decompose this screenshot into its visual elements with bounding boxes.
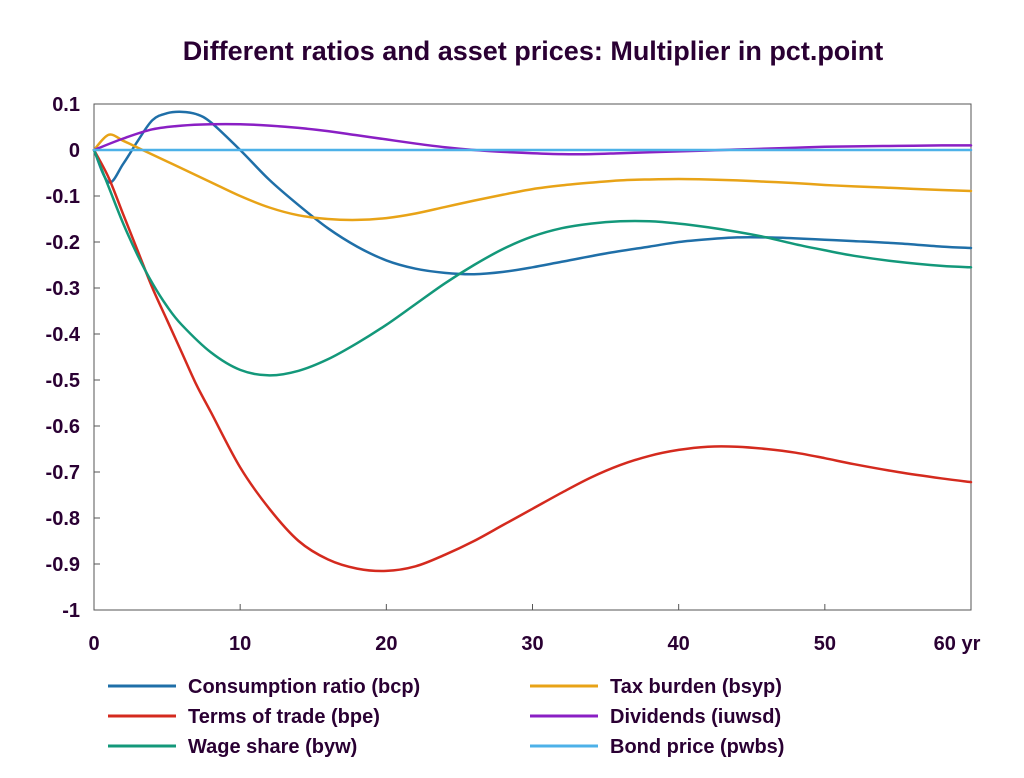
x-tick-label: 10 (229, 633, 251, 655)
x-tick-label: 50 (814, 633, 836, 655)
plot-area: 0.1 0 -0.1 -0.2 -0.3 -0.4 -0.5 -0.6 -0.7 -0.8 -0.9… (46, 94, 981, 655)
series-line-tax-burden-bsyp (92, 133, 973, 222)
y-tick-label: -0.7 (46, 462, 80, 484)
y-tick-label: 0 (69, 140, 80, 162)
x-tick-label: 20 (375, 633, 397, 655)
x-tick-label: 60 yr (934, 633, 981, 655)
legend-entry-label: Tax burden (bsyp) (610, 676, 782, 698)
y-tick-label: 0.1 (52, 94, 80, 116)
y-tick-label: -0.1 (46, 186, 80, 208)
legend-entry-label: Bond price (pwbs) (610, 736, 784, 758)
y-tick-label: -1 (62, 600, 80, 622)
chart-title: Different ratios and asset prices: Multi… (183, 36, 884, 66)
legend-entry-label: Dividends (iuwsd) (610, 706, 781, 728)
y-tick-label: -0.4 (46, 324, 81, 346)
x-tick-label: 0 (88, 633, 99, 655)
y-tick-label: -0.5 (46, 370, 80, 392)
y-tick-label: -0.8 (46, 508, 80, 530)
series-line-consumption-ratio-bcp (92, 110, 973, 276)
x-tick-label: 40 (668, 633, 690, 655)
series-line-dividends-iuwsd (92, 122, 973, 156)
y-tick-label: -0.9 (46, 554, 80, 576)
legend: Consumption ratio (bcp) Terms of trade (b… (108, 676, 784, 758)
x-tick-label: 30 (521, 633, 543, 655)
series-line-terms-of-trade-bpe (92, 148, 973, 573)
legend-entry-label: Wage share (byw) (188, 736, 357, 758)
y-tick-label: -0.2 (46, 232, 80, 254)
legend-entry-label: Consumption ratio (bcp) (188, 676, 420, 698)
legend-entry-label: Terms of trade (bpe) (188, 706, 380, 728)
y-tick-label: -0.3 (46, 278, 80, 300)
y-tick-label: -0.6 (46, 416, 80, 438)
plot-frame (93, 103, 972, 611)
series-line-wage-share-byw (92, 148, 973, 377)
